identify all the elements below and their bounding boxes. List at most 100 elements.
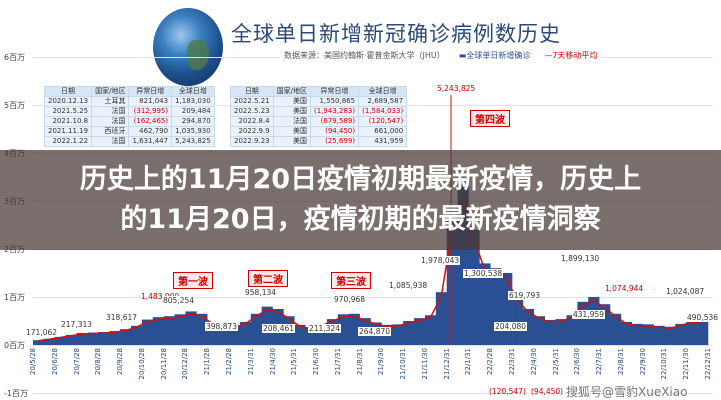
wave-2-label: 第二波 <box>248 270 288 287</box>
table-header: 全球日增 <box>358 86 408 97</box>
bar <box>577 301 589 345</box>
data-label: 1,085,938 <box>388 281 429 290</box>
table-cell: (25,699) <box>309 136 360 147</box>
y-tick-label: 5百万 <box>4 101 26 110</box>
table-cell: 294,870 <box>171 116 215 127</box>
gridline <box>33 393 713 394</box>
table-row: 2022.8.4 法国 (679,589) (120,547) <box>230 116 408 127</box>
bar <box>65 334 77 345</box>
wave-3-label: 第三波 <box>331 272 371 289</box>
wave-1-label: 第一波 <box>173 272 213 289</box>
data-label: 490,536 <box>686 313 720 322</box>
article-title-line-2: 的11月20日，疫情初期的最新疫情洞察 <box>120 204 601 235</box>
data-label: 958,134 <box>244 288 278 297</box>
bar <box>457 186 469 345</box>
source-text: 数据来源：美国约翰斯·霍普金斯大学（JHU） <box>284 51 445 60</box>
bar <box>675 323 687 345</box>
table-cell: 法国 <box>91 116 130 127</box>
table-row: 2021.5.25 法国 (312,995) 209,484 <box>43 106 215 117</box>
table-cell: (312,995) <box>128 106 173 117</box>
table-cell: 土耳其 <box>91 96 130 107</box>
table-cell: 美国 <box>272 126 312 137</box>
bar <box>642 324 654 345</box>
table-cell: (1,584,033) <box>358 106 408 117</box>
data-label: 1,074,944 <box>605 284 644 293</box>
bar <box>435 292 448 345</box>
data-label: 619,793 <box>508 291 542 300</box>
bar <box>196 313 208 345</box>
bar <box>610 313 622 345</box>
table-header: 国家/地区 <box>272 86 312 97</box>
bar <box>446 220 458 345</box>
bar <box>664 326 676 345</box>
bar <box>566 315 578 345</box>
table-cell: 2020.12.13 <box>43 96 93 107</box>
bar <box>653 325 665 345</box>
bar <box>337 314 350 345</box>
table-cell: 462,790 <box>128 126 173 137</box>
table-header: 日期 <box>43 86 93 97</box>
data-label: 204,080 <box>494 322 528 331</box>
table-row: 2020.12.13 土耳其 821,043 1,183,030 <box>43 96 215 107</box>
table-cell: 法国 <box>91 136 130 147</box>
moving-average-line <box>38 196 703 342</box>
bar <box>305 327 317 345</box>
bar <box>544 320 556 345</box>
legend: 数据来源：美国约翰斯·霍普金斯大学（JHU） ▬全球单日新增确诊 —7天移动平均 <box>280 50 602 61</box>
table-right: 日期 国家/地区 异常日增 全球日增 2022.5.21 美国 1,550,865 2,689… <box>230 86 408 147</box>
table-cell: (120,547) <box>358 116 408 127</box>
bar <box>174 314 186 345</box>
table-row: 2022.1.22 法国 1,631,447 5,243,825 <box>43 136 215 147</box>
legend-bars-label: 全球单日新增确诊 <box>466 51 531 60</box>
data-label: 264,870 <box>358 327 392 336</box>
table-cell: 2022.5.23 <box>230 106 274 117</box>
data-label: 5,243,825 <box>437 84 476 93</box>
data-label: 318,617 <box>105 313 139 322</box>
bar <box>512 297 524 345</box>
table-cell: 2022.9.9 <box>230 126 274 137</box>
bar <box>294 324 306 345</box>
table-cell: 209,484 <box>171 106 215 117</box>
y-tick-label: 1百万 <box>4 293 26 302</box>
bar <box>414 318 426 345</box>
table-row: 2022.9.23 美国 (25,699) 431,959 <box>230 136 408 147</box>
table-header: 日期 <box>230 86 274 97</box>
bar <box>424 315 437 345</box>
bar <box>555 319 567 345</box>
bar <box>76 333 88 345</box>
chart-title: 全球单日新增新冠确诊病例数历史 <box>231 22 561 46</box>
gridline <box>33 297 713 298</box>
table-cell: 美国 <box>272 96 312 107</box>
table-header: 异常日增 <box>309 86 360 97</box>
table-row: 2022.9.9 美国 (94,450) 661,000 <box>230 126 408 137</box>
y-tick-label: 0百万 <box>4 341 26 350</box>
bar <box>218 326 230 345</box>
y-tick-label: 6百万 <box>4 53 26 62</box>
globe-logo <box>153 8 223 86</box>
data-label: 1,024,087 <box>665 287 706 296</box>
article-title-line-1: 历史上的11月20日疫情初期最新疫情，历史上 <box>79 164 642 195</box>
bar <box>533 316 545 345</box>
table-header: 全球日增 <box>171 86 215 97</box>
bar <box>631 323 643 345</box>
bar <box>109 331 121 345</box>
table-cell: 1,631,447 <box>128 136 173 147</box>
table-cell: (162,465) <box>128 116 173 127</box>
bar <box>316 323 328 345</box>
table-header: 异常日增 <box>128 86 173 97</box>
table-cell: 2022.9.23 <box>230 136 274 147</box>
bar <box>228 325 241 345</box>
table-left: 日期 国家/地区 异常日增 全球日增 2020.12.13 土耳其 821,043 1,183… <box>43 86 215 147</box>
bar <box>130 325 143 345</box>
table-cell: 法国 <box>91 106 130 117</box>
y-tick-label: -1百万 <box>4 389 28 398</box>
table-cell: (1,943,283) <box>309 106 360 117</box>
table-cell: 2021.5.25 <box>43 106 93 117</box>
table-cell: 2021.10.8 <box>43 116 93 127</box>
data-label: 1,978,043 <box>420 256 461 265</box>
bar <box>348 313 360 345</box>
table-cell: 1,183,030 <box>171 96 215 107</box>
table-cell: 431,959 <box>358 136 408 147</box>
table-header: 国家/地区 <box>91 86 130 97</box>
bar <box>620 321 633 345</box>
